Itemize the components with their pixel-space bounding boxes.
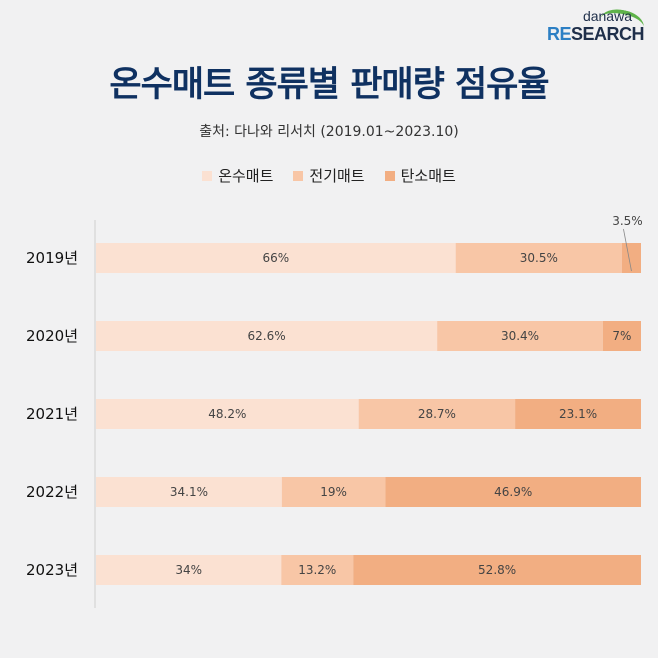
bar-segment: [96, 555, 282, 585]
y-tick-label: 2021년: [26, 405, 78, 423]
data-label: 30.5%: [520, 251, 558, 265]
y-tick-label: 2019년: [26, 249, 78, 267]
y-tick-label: 2020년: [26, 327, 78, 345]
data-label: 62.6%: [248, 329, 286, 343]
y-tick-label: 2022년: [26, 483, 78, 501]
data-label: 66%: [263, 251, 290, 265]
bar-segment: [353, 555, 641, 585]
data-label: 34.1%: [170, 485, 208, 499]
bar-segment: [281, 477, 386, 507]
legend-label: 온수매트: [218, 167, 274, 185]
data-label: 28.7%: [418, 407, 456, 421]
legend-item: 탄소매트: [384, 165, 456, 186]
bar-segment: [281, 555, 354, 585]
bar-segment: [515, 399, 641, 429]
bar-segment: [96, 477, 282, 507]
bar-segment: [96, 321, 438, 351]
data-label: 48.2%: [208, 407, 246, 421]
data-label: 7%: [612, 329, 631, 343]
legend-item: 온수매트: [202, 165, 273, 186]
bar-segment: [602, 321, 641, 351]
legend-item: 전기매트: [293, 165, 365, 186]
logo-re: RE: [546, 24, 572, 44]
data-label: 34%: [175, 563, 202, 577]
chart-title: 온수매트 종류별 판매량 점유율: [109, 65, 549, 105]
bar-segment: [385, 477, 641, 507]
bar-segment: [358, 399, 516, 429]
data-label: 13.2%: [298, 563, 336, 577]
chart-subtitle: 출처: 다나와 리서치 (2019.01~2023.10): [199, 124, 459, 140]
legend-swatch: [293, 170, 304, 181]
y-tick-label: 2023년: [26, 561, 78, 579]
legend-label: 탄소매트: [400, 167, 456, 185]
danawa-research-logo: danawa RESEARCH: [544, 5, 647, 48]
data-label: 52.8%: [478, 563, 516, 577]
bar-segment: [96, 399, 359, 429]
logo-bottom-text: RESEARCH: [546, 24, 645, 45]
legend: 온수매트 전기매트 탄소매트: [0, 165, 658, 186]
bar-segment: [437, 321, 603, 351]
data-label: 3.5%: [612, 214, 643, 228]
data-label: 23.1%: [559, 407, 597, 421]
logo-search: SEARCH: [570, 24, 645, 44]
legend-label: 전기매트: [309, 167, 365, 185]
bar-segment: [455, 243, 622, 273]
data-label: 19%: [320, 485, 347, 499]
bar-segment: [621, 243, 641, 273]
label-leader-line: [623, 228, 632, 272]
data-label: 30.4%: [501, 329, 539, 343]
legend-swatch: [202, 170, 213, 181]
legend-swatch: [384, 170, 395, 181]
logo-top-text: danawa: [582, 8, 632, 24]
bar-segment: [96, 243, 456, 273]
data-label: 46.9%: [494, 485, 532, 499]
